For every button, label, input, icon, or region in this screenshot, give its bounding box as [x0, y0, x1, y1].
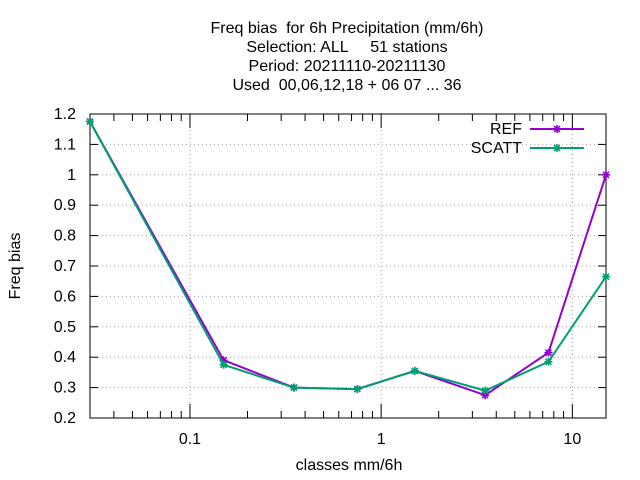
- series-ref-point: [481, 391, 490, 400]
- legend-marker-ref: [553, 125, 561, 133]
- axis-ticks: 0.2 0.3 0.4 0.5 0.6 0.7 0.8 0.9 1 1.1 1.2 0.1 1 10: [54, 106, 606, 448]
- series-group: [86, 117, 610, 400]
- y-tick-label: 0.9: [54, 197, 76, 214]
- series-scatt-point: [353, 385, 362, 394]
- y-tick-label: 1.1: [54, 136, 76, 153]
- y-tick-label: 1: [67, 167, 76, 184]
- title-line: Used 00,06,12,18 + 06 07 ... 36: [232, 77, 461, 94]
- legend-label-ref: REF: [490, 121, 522, 138]
- legend: REF SCATT: [471, 121, 584, 157]
- legend-marker-scatt: [553, 144, 561, 152]
- series-scatt-point: [602, 272, 610, 281]
- y-tick-label: 1.2: [54, 106, 76, 123]
- y-tick-label: 0.6: [54, 288, 76, 305]
- y-tick-label: 0.5: [54, 319, 76, 336]
- y-tick-label: 0.2: [54, 410, 76, 427]
- series-scatt-point: [86, 117, 94, 126]
- x-tick-label: 10: [563, 431, 581, 448]
- series-ref-line: [89, 121, 607, 397]
- x-tick-label: 1: [377, 431, 386, 448]
- plot-frame: [89, 113, 607, 419]
- chart-title: Freq bias for 6h Precipitation (mm/6h) Se…: [211, 20, 484, 94]
- legend-label-scatt: SCATT: [471, 140, 522, 157]
- y-tick-label: 0.3: [54, 380, 76, 397]
- series-scatt-point: [410, 366, 419, 375]
- series-ref-point: [602, 170, 610, 179]
- series-scatt-point: [289, 383, 298, 392]
- series-ref-point: [219, 356, 228, 365]
- y-tick-label: 0.7: [54, 258, 76, 275]
- y-axis-label: Freq bias: [7, 233, 24, 300]
- grid-lines: [90, 114, 606, 418]
- series-scatt-point: [481, 386, 490, 395]
- series-scatt-line: [89, 121, 607, 392]
- series-scatt: [86, 117, 610, 395]
- title-line: Freq bias for 6h Precipitation (mm/6h): [211, 20, 484, 37]
- y-tick-label: 0.8: [54, 228, 76, 245]
- series-ref-point: [544, 348, 553, 357]
- series-scatt-point: [544, 357, 553, 366]
- title-line: Period: 20211110-20211130: [249, 58, 446, 75]
- title-line: Selection: ALL 51 stations: [246, 39, 447, 56]
- y-tick-label: 0.4: [54, 349, 76, 366]
- series-scatt-point: [219, 360, 228, 369]
- x-axis-label: classes mm/6h: [296, 457, 403, 474]
- x-tick-label: 0.1: [179, 431, 201, 448]
